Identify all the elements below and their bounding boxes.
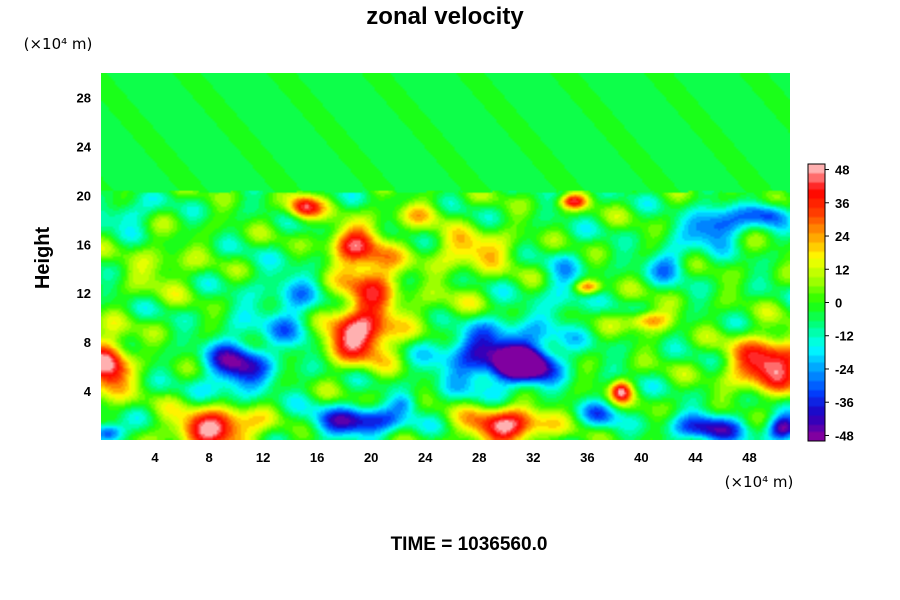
x-tick-label: 28 bbox=[472, 450, 486, 465]
y-axis-ticks: 4 8 12 16 20 24 28 bbox=[77, 90, 92, 399]
x-tick-label: 20 bbox=[364, 450, 378, 465]
colorbar-tick-label: -12 bbox=[835, 329, 854, 344]
x-tick-label: 40 bbox=[634, 450, 648, 465]
colorbar-tick-label: 24 bbox=[835, 229, 850, 244]
x-axis-ticks: 4 8 12 16 20 24 28 32 36 40 44 48 bbox=[151, 450, 756, 465]
colorbar-tick-label: -48 bbox=[835, 428, 854, 443]
x-tick-label: 44 bbox=[688, 450, 703, 465]
colorbar-ticks: 48 36 24 12 0 -12 -24 -36 -48 bbox=[825, 163, 855, 443]
y-tick-label: 4 bbox=[84, 384, 92, 399]
colorbar-tick-label: 12 bbox=[835, 262, 849, 277]
y-tick-label: 20 bbox=[77, 188, 91, 203]
heatmap-plot-area bbox=[101, 73, 790, 440]
x-tick-label: 12 bbox=[256, 450, 270, 465]
x-tick-label: 4 bbox=[151, 450, 159, 465]
y-tick-label: 12 bbox=[77, 286, 91, 301]
chart-title: zonal velocity bbox=[366, 3, 524, 30]
y-tick-label: 16 bbox=[77, 237, 91, 252]
y-axis-label: Height bbox=[32, 227, 54, 290]
colorbar-tick-label: -36 bbox=[835, 395, 854, 410]
time-label: TIME = 1036560.0 bbox=[391, 534, 548, 555]
colorbar-tick-label: 48 bbox=[835, 163, 849, 178]
colorbar-tick-label: 0 bbox=[835, 296, 842, 311]
y-tick-label: 8 bbox=[84, 335, 91, 350]
x-tick-label: 16 bbox=[310, 450, 324, 465]
x-tick-label: 24 bbox=[418, 450, 433, 465]
x-axis-unit: (×10⁴ m) bbox=[725, 473, 794, 491]
x-tick-label: 36 bbox=[580, 450, 594, 465]
x-tick-label: 8 bbox=[205, 450, 212, 465]
colorbar: 48 36 24 12 0 -12 -24 -36 -48 bbox=[807, 163, 855, 443]
heatmap-field bbox=[101, 73, 790, 440]
x-tick-label: 32 bbox=[526, 450, 540, 465]
y-axis-unit: (×10⁴ m) bbox=[24, 35, 93, 53]
colorbar-gradient bbox=[808, 164, 825, 441]
y-tick-label: 28 bbox=[77, 90, 91, 105]
colorbar-tick-label: 36 bbox=[835, 196, 849, 211]
y-tick-label: 24 bbox=[77, 139, 92, 154]
x-tick-label: 48 bbox=[742, 450, 756, 465]
colorbar-tick-label: -24 bbox=[835, 362, 855, 377]
